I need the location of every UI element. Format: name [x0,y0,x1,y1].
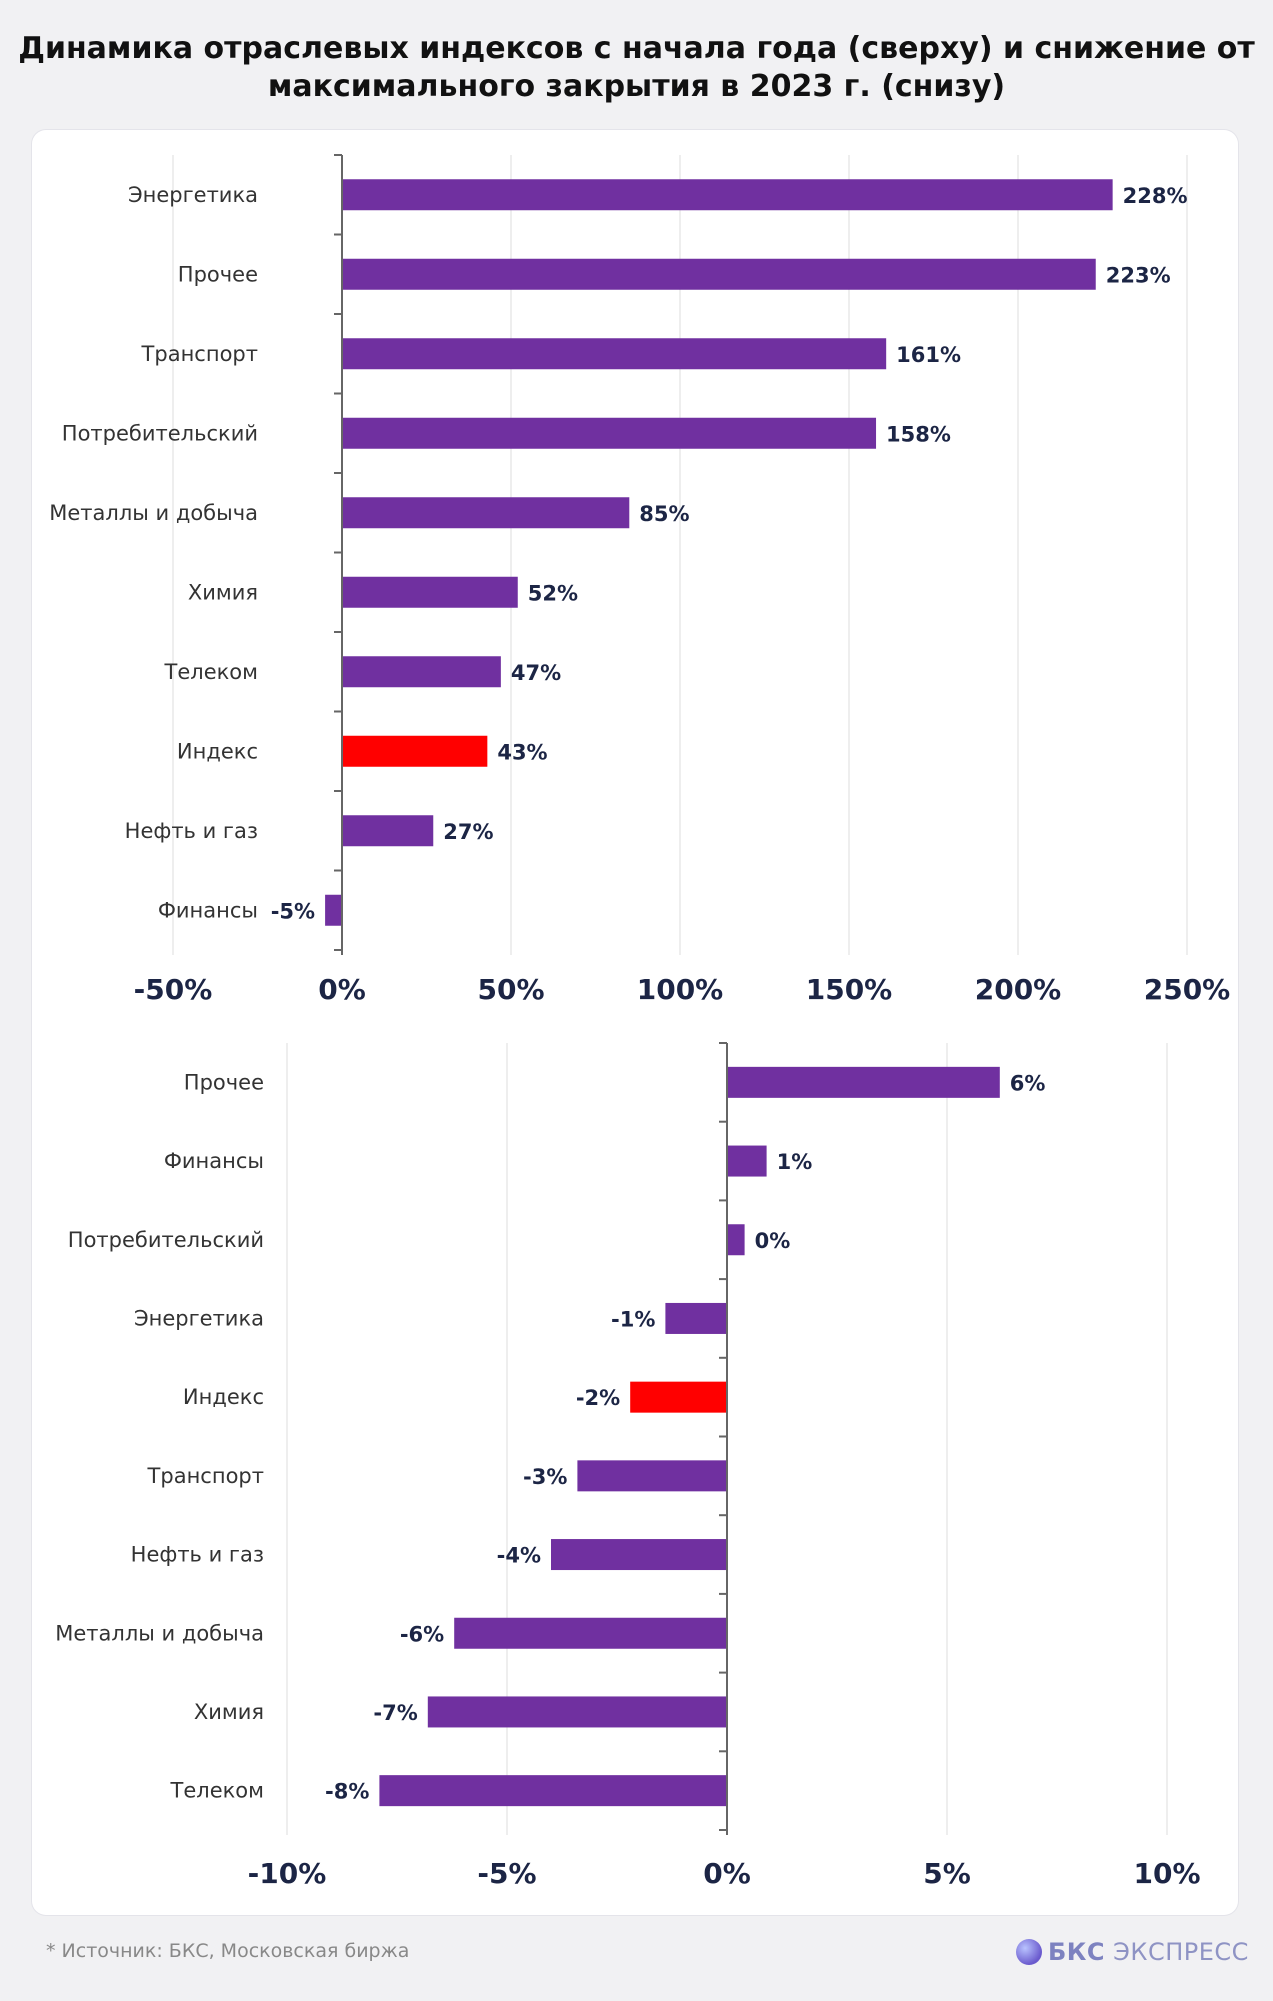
bks-express-logo[interactable]: БКС ЭКСПРЕСС [1016,1936,1249,1968]
top-value-label: 52% [528,581,578,605]
bottom-value-label: 0% [755,1229,791,1253]
top-category-label: Металлы и добыча [49,501,258,525]
logo-mark-icon [1016,1939,1042,1965]
bottom-bar [577,1460,727,1492]
chart-title: Динамика отраслевых индексов с начала го… [18,31,1255,104]
bottom-bar [454,1617,727,1649]
bottom-bar [427,1696,727,1728]
top-bar [342,338,887,370]
bottom-value-label: -4% [497,1544,541,1568]
top-value-label: 85% [639,502,689,526]
bottom-category-label: Прочее [184,1070,264,1094]
bottom-tick-label: 10% [1133,1857,1200,1890]
top-category-label: Индекс [177,739,258,763]
top-bar [342,815,434,847]
bottom-bar [630,1381,727,1413]
bottom-bar [379,1775,727,1807]
bottom-category-label: Металлы и добыча [55,1621,264,1645]
bottom-category-label: Транспорт [147,1464,264,1488]
top-category-label: Финансы [158,898,258,922]
bottom-tick-label: -5% [477,1857,536,1890]
top-category-label: Химия [188,580,258,604]
bottom-value-label: -6% [400,1622,444,1646]
top-category-label: Телеком [164,660,258,684]
top-category-label: Нефть и газ [125,819,258,843]
top-tick-label: 200% [975,973,1062,1006]
sector-growth-chart: Энергетика 228% Прочее 223% Транспорт 161% Пот… [49,154,1231,1006]
top-bar [342,497,630,529]
bottom-category-label: Телеком [170,1779,264,1803]
bottom-value-label: 1% [777,1150,813,1174]
top-bar [342,735,488,767]
bottom-tick-label: -10% [248,1857,327,1890]
bottom-value-label: -2% [576,1386,620,1410]
bottom-tick-label: 0% [703,1857,751,1890]
top-value-label: 228% [1123,184,1188,208]
top-tick-label: 50% [477,973,544,1006]
bottom-bar [727,1224,745,1256]
bottom-value-label: 6% [1010,1071,1046,1095]
bottom-category-label: Нефть и газ [131,1543,264,1567]
logo-text: БКС ЭКСПРЕСС [1048,1938,1249,1966]
top-category-label: Энергетика [128,183,258,207]
bottom-value-label: -8% [325,1780,369,1804]
top-category-label: Потребительский [62,421,258,445]
top-tick-label: -50% [134,973,213,1006]
bottom-category-label: Индекс [183,1385,264,1409]
top-bar [342,576,518,608]
top-value-label: 161% [896,343,961,367]
source-note: * Источник: БКС, Московская биржа [46,1940,410,1962]
top-value-label: 158% [886,422,951,446]
bottom-bar [665,1302,727,1334]
top-bar [325,894,342,926]
bottom-category-label: Энергетика [134,1306,264,1330]
bottom-bar [727,1145,767,1177]
bottom-bar [551,1539,727,1571]
top-tick-label: 100% [637,973,724,1006]
top-tick-label: 0% [318,973,366,1006]
top-value-label: 43% [497,740,547,764]
bottom-bar [727,1066,1000,1098]
top-category-label: Транспорт [141,342,258,366]
bottom-category-label: Потребительский [68,1228,264,1252]
top-tick-label: 250% [1144,973,1231,1006]
top-tick-label: 150% [806,973,893,1006]
bottom-category-label: Химия [194,1700,264,1724]
top-category-label: Прочее [178,262,258,286]
top-value-label: 27% [443,820,493,844]
top-bar [342,258,1096,290]
bottom-value-label: -3% [523,1465,567,1489]
bottom-value-label: -1% [611,1307,655,1331]
top-value-label: 223% [1106,263,1171,287]
top-bar [342,656,501,688]
top-bar [342,417,877,449]
top-value-label: -5% [271,899,315,923]
top-value-label: 47% [511,661,561,685]
bottom-value-label: -7% [373,1701,417,1725]
bottom-tick-label: 5% [923,1857,971,1890]
bottom-category-label: Финансы [164,1149,264,1173]
top-bar [342,179,1113,211]
